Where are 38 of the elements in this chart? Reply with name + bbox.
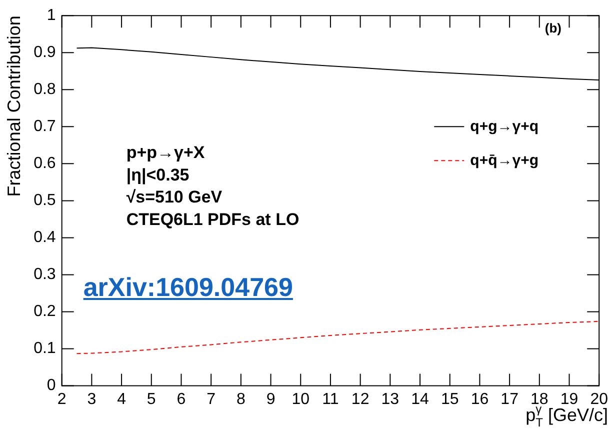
y-tick-label: 0.3 — [34, 266, 56, 284]
x-tick-label: 2 — [57, 390, 66, 408]
y-tick-label: 0 — [46, 377, 56, 394]
x-tick-label: 14 — [411, 390, 430, 408]
x-tick-label: 16 — [470, 390, 489, 408]
x-tick-label: 3 — [87, 390, 96, 408]
y-tick-label: 0.6 — [34, 155, 56, 172]
y-tick-label: 0.8 — [34, 81, 56, 98]
y-tick-label: 0.2 — [34, 303, 56, 320]
x-tick-label: 19 — [560, 390, 578, 408]
x-tick-label: 17 — [500, 390, 519, 408]
x-tick-label: 5 — [146, 390, 156, 408]
x-tick-label: 10 — [292, 390, 310, 408]
y-tick-label: 0.4 — [34, 229, 56, 246]
x-tick-label: 11 — [322, 390, 339, 408]
x-tick-label: 13 — [381, 390, 400, 408]
y-tick-label: 0.7 — [34, 118, 56, 136]
y-tick-label: 0.1 — [34, 340, 56, 358]
y-tick-label: 0.5 — [34, 192, 56, 210]
annotation: CTEQ6L1 PDFs at LO — [126, 210, 300, 229]
y-tick-label: 1 — [46, 7, 56, 24]
x-tick-label: 6 — [176, 390, 186, 408]
x-tick-label: 12 — [351, 390, 370, 408]
x-tick-label: 20 — [590, 390, 608, 408]
annotation: √s=510 GeV — [126, 188, 223, 207]
annotation: arXiv:1609.04769 — [83, 272, 293, 303]
annotation: |η|<0.35 — [126, 165, 190, 184]
x-tick-label: 15 — [440, 390, 459, 408]
annotation: p+p→γ+X — [126, 143, 206, 162]
x-tick-label: 7 — [206, 390, 216, 408]
annotation: (b) — [544, 20, 562, 36]
legend-label: q+g→γ+q — [470, 118, 539, 135]
x-tick-label: 8 — [236, 390, 246, 408]
y-tick-label: 0.9 — [34, 44, 56, 62]
y-axis-title: Fractional Contribution — [4, 16, 24, 197]
x-tick-label: 4 — [117, 390, 126, 408]
x-tick-label: 9 — [266, 390, 276, 408]
legend-label: q+q̄→γ+g — [470, 152, 539, 169]
